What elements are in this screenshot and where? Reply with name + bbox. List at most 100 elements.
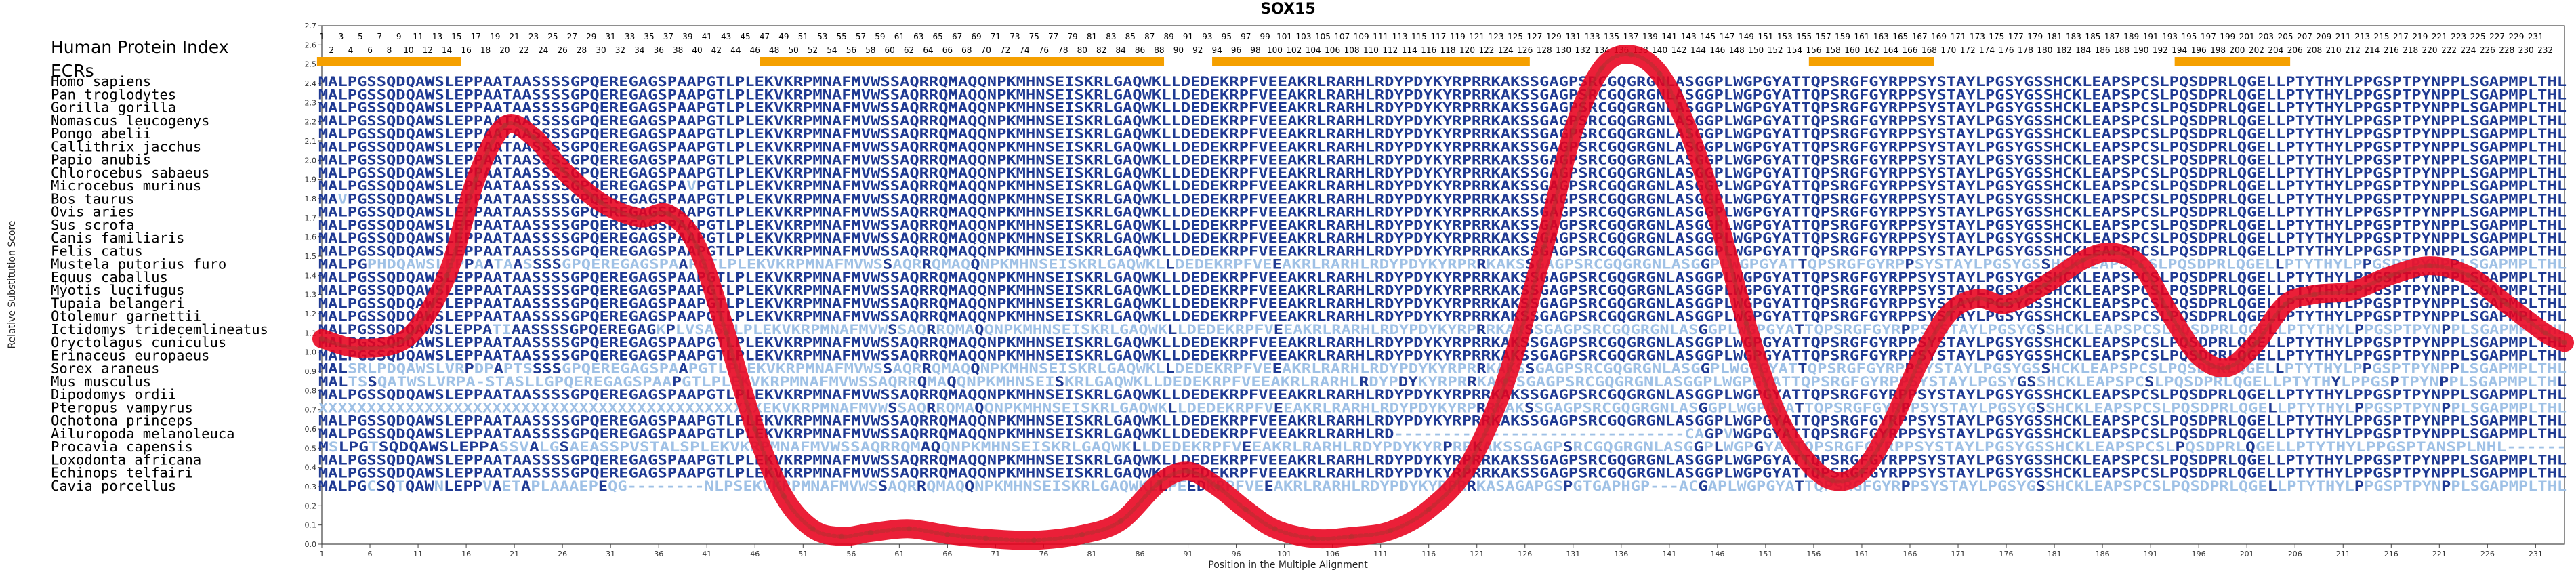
human-index-number: 162: [1864, 45, 1879, 55]
x-axis-label: Position in the Multiple Alignment: [1208, 560, 1368, 571]
human-index-number: 144: [1690, 45, 1706, 55]
score-point: [1243, 507, 1249, 512]
human-index-number: 74: [1019, 45, 1029, 55]
human-index-number: 96: [1231, 45, 1241, 55]
human-index-number: 31: [606, 32, 616, 41]
x-tick-label: 151: [1758, 550, 1772, 558]
human-index-number: 36: [654, 45, 664, 55]
human-index-number: 173: [1970, 32, 1985, 41]
y-tick-label: 1.8: [305, 194, 317, 203]
human-index-number: 147: [1720, 32, 1735, 41]
human-index-bottom-row: 2 4 6 8 10 12 14 16 18 20 22 24 26 28 30 32 34 36 38 40 42 44…: [329, 45, 2553, 55]
human-index-number: 27: [567, 32, 577, 41]
human-index-number: 81: [1087, 32, 1097, 41]
human-index-number: 203: [2258, 32, 2274, 41]
score-point: [357, 346, 363, 351]
human-index-number: 150: [1748, 45, 1764, 55]
human-index-number: 219: [2412, 32, 2428, 41]
human-index-number: 20: [499, 45, 510, 55]
human-index-number: 163: [1873, 32, 1889, 41]
human-index-number: 179: [2027, 32, 2043, 41]
score-point: [2109, 249, 2115, 255]
x-tick-label: 81: [1087, 550, 1096, 558]
species-name: Homo sapiens: [51, 73, 151, 89]
human-index-number: 218: [2403, 45, 2418, 55]
human-index-number: 193: [2162, 32, 2178, 41]
y-tick-label: 2.6: [305, 41, 317, 49]
y-tick-label: 2.1: [305, 137, 317, 146]
human-index-number: 169: [1931, 32, 1947, 41]
human-index-number: 55: [836, 32, 846, 41]
human-index-number: 17: [471, 32, 481, 41]
human-index-number: 228: [2499, 45, 2514, 55]
score-point: [2311, 291, 2317, 297]
y-tick-label: 0.3: [305, 482, 317, 491]
y-tick-label: 1.0: [305, 348, 317, 357]
x-tick-label: 186: [2096, 550, 2110, 558]
human-index-number: 151: [1758, 32, 1773, 41]
score-point: [1858, 468, 1865, 474]
human-index-number: 24: [538, 45, 548, 55]
score-point: [531, 134, 537, 140]
x-tick-label: 126: [1518, 550, 1532, 558]
human-index-number: 178: [2018, 45, 2033, 55]
species-name: Echinops telfairi: [51, 465, 193, 481]
x-tick-label: 66: [942, 550, 952, 558]
human-index-number: 156: [1806, 45, 1821, 55]
human-index-number: 33: [625, 32, 635, 41]
score-point: [560, 167, 566, 173]
human-index-number: 211: [2335, 32, 2351, 41]
x-tick-label: 156: [1806, 550, 1821, 558]
human-index-number: 41: [702, 32, 712, 41]
human-index-number: 221: [2432, 32, 2447, 41]
human-index-number: 191: [2143, 32, 2159, 41]
x-tick-label: 26: [558, 550, 567, 558]
ecr-bar: [1808, 57, 1934, 66]
score-point: [1657, 70, 1663, 77]
species-name: Callithrix jacchus: [51, 138, 201, 155]
human-index-number: 2: [329, 45, 334, 55]
score-point: [2562, 340, 2567, 346]
human-index-number: 171: [1951, 32, 1966, 41]
human-index-number: 153: [1777, 32, 1793, 41]
human-index-number: 205: [2278, 32, 2293, 41]
human-index-number: 159: [1835, 32, 1850, 41]
human-index-number: 26: [558, 45, 568, 55]
human-index-number: 86: [1135, 45, 1145, 55]
human-index-number: 73: [1010, 32, 1020, 41]
y-axis-label: Relative Substitution Score: [7, 220, 18, 348]
x-tick-label: 121: [1470, 550, 1484, 558]
human-index-number: 132: [1575, 45, 1591, 55]
x-tick-label: 16: [461, 550, 471, 558]
human-index-number: 187: [2104, 32, 2120, 41]
human-index-number: 166: [1903, 45, 1918, 55]
human-index-number: 85: [1125, 32, 1136, 41]
score-point: [1945, 311, 1951, 316]
human-index-number: 54: [827, 45, 837, 55]
human-index-number: 174: [1979, 45, 1995, 55]
human-index-number: 181: [2047, 32, 2062, 41]
human-index-number: 223: [2451, 32, 2466, 41]
y-tick-label: 1.5: [305, 252, 317, 261]
x-axis: 1 6 11 16 21 26 31 36 41 46 51 56 61 66 71 76 81 86 91 96 10…: [320, 544, 2543, 558]
species-name: Sus scrofa: [51, 217, 134, 233]
human-index-number: 206: [2287, 45, 2303, 55]
x-tick-label: 71: [991, 550, 1000, 558]
x-tick-label: 41: [702, 550, 711, 558]
x-tick-label: 46: [750, 550, 760, 558]
species-name: Loxodonta africana: [51, 451, 201, 468]
x-tick-label: 116: [1421, 550, 1436, 558]
score-point: [810, 526, 816, 532]
human-index-number: 140: [1652, 45, 1667, 55]
human-index-number: 108: [1344, 45, 1360, 55]
human-index-number: 93: [1202, 32, 1212, 41]
score-point: [2283, 301, 2289, 307]
human-index-top-row: 1 3 5 7 9 11 13 15 17 19 21 23 25 27 29 31 33 35 37 39 41 43 4…: [319, 32, 2543, 41]
human-index-number: 129: [1546, 32, 1562, 41]
